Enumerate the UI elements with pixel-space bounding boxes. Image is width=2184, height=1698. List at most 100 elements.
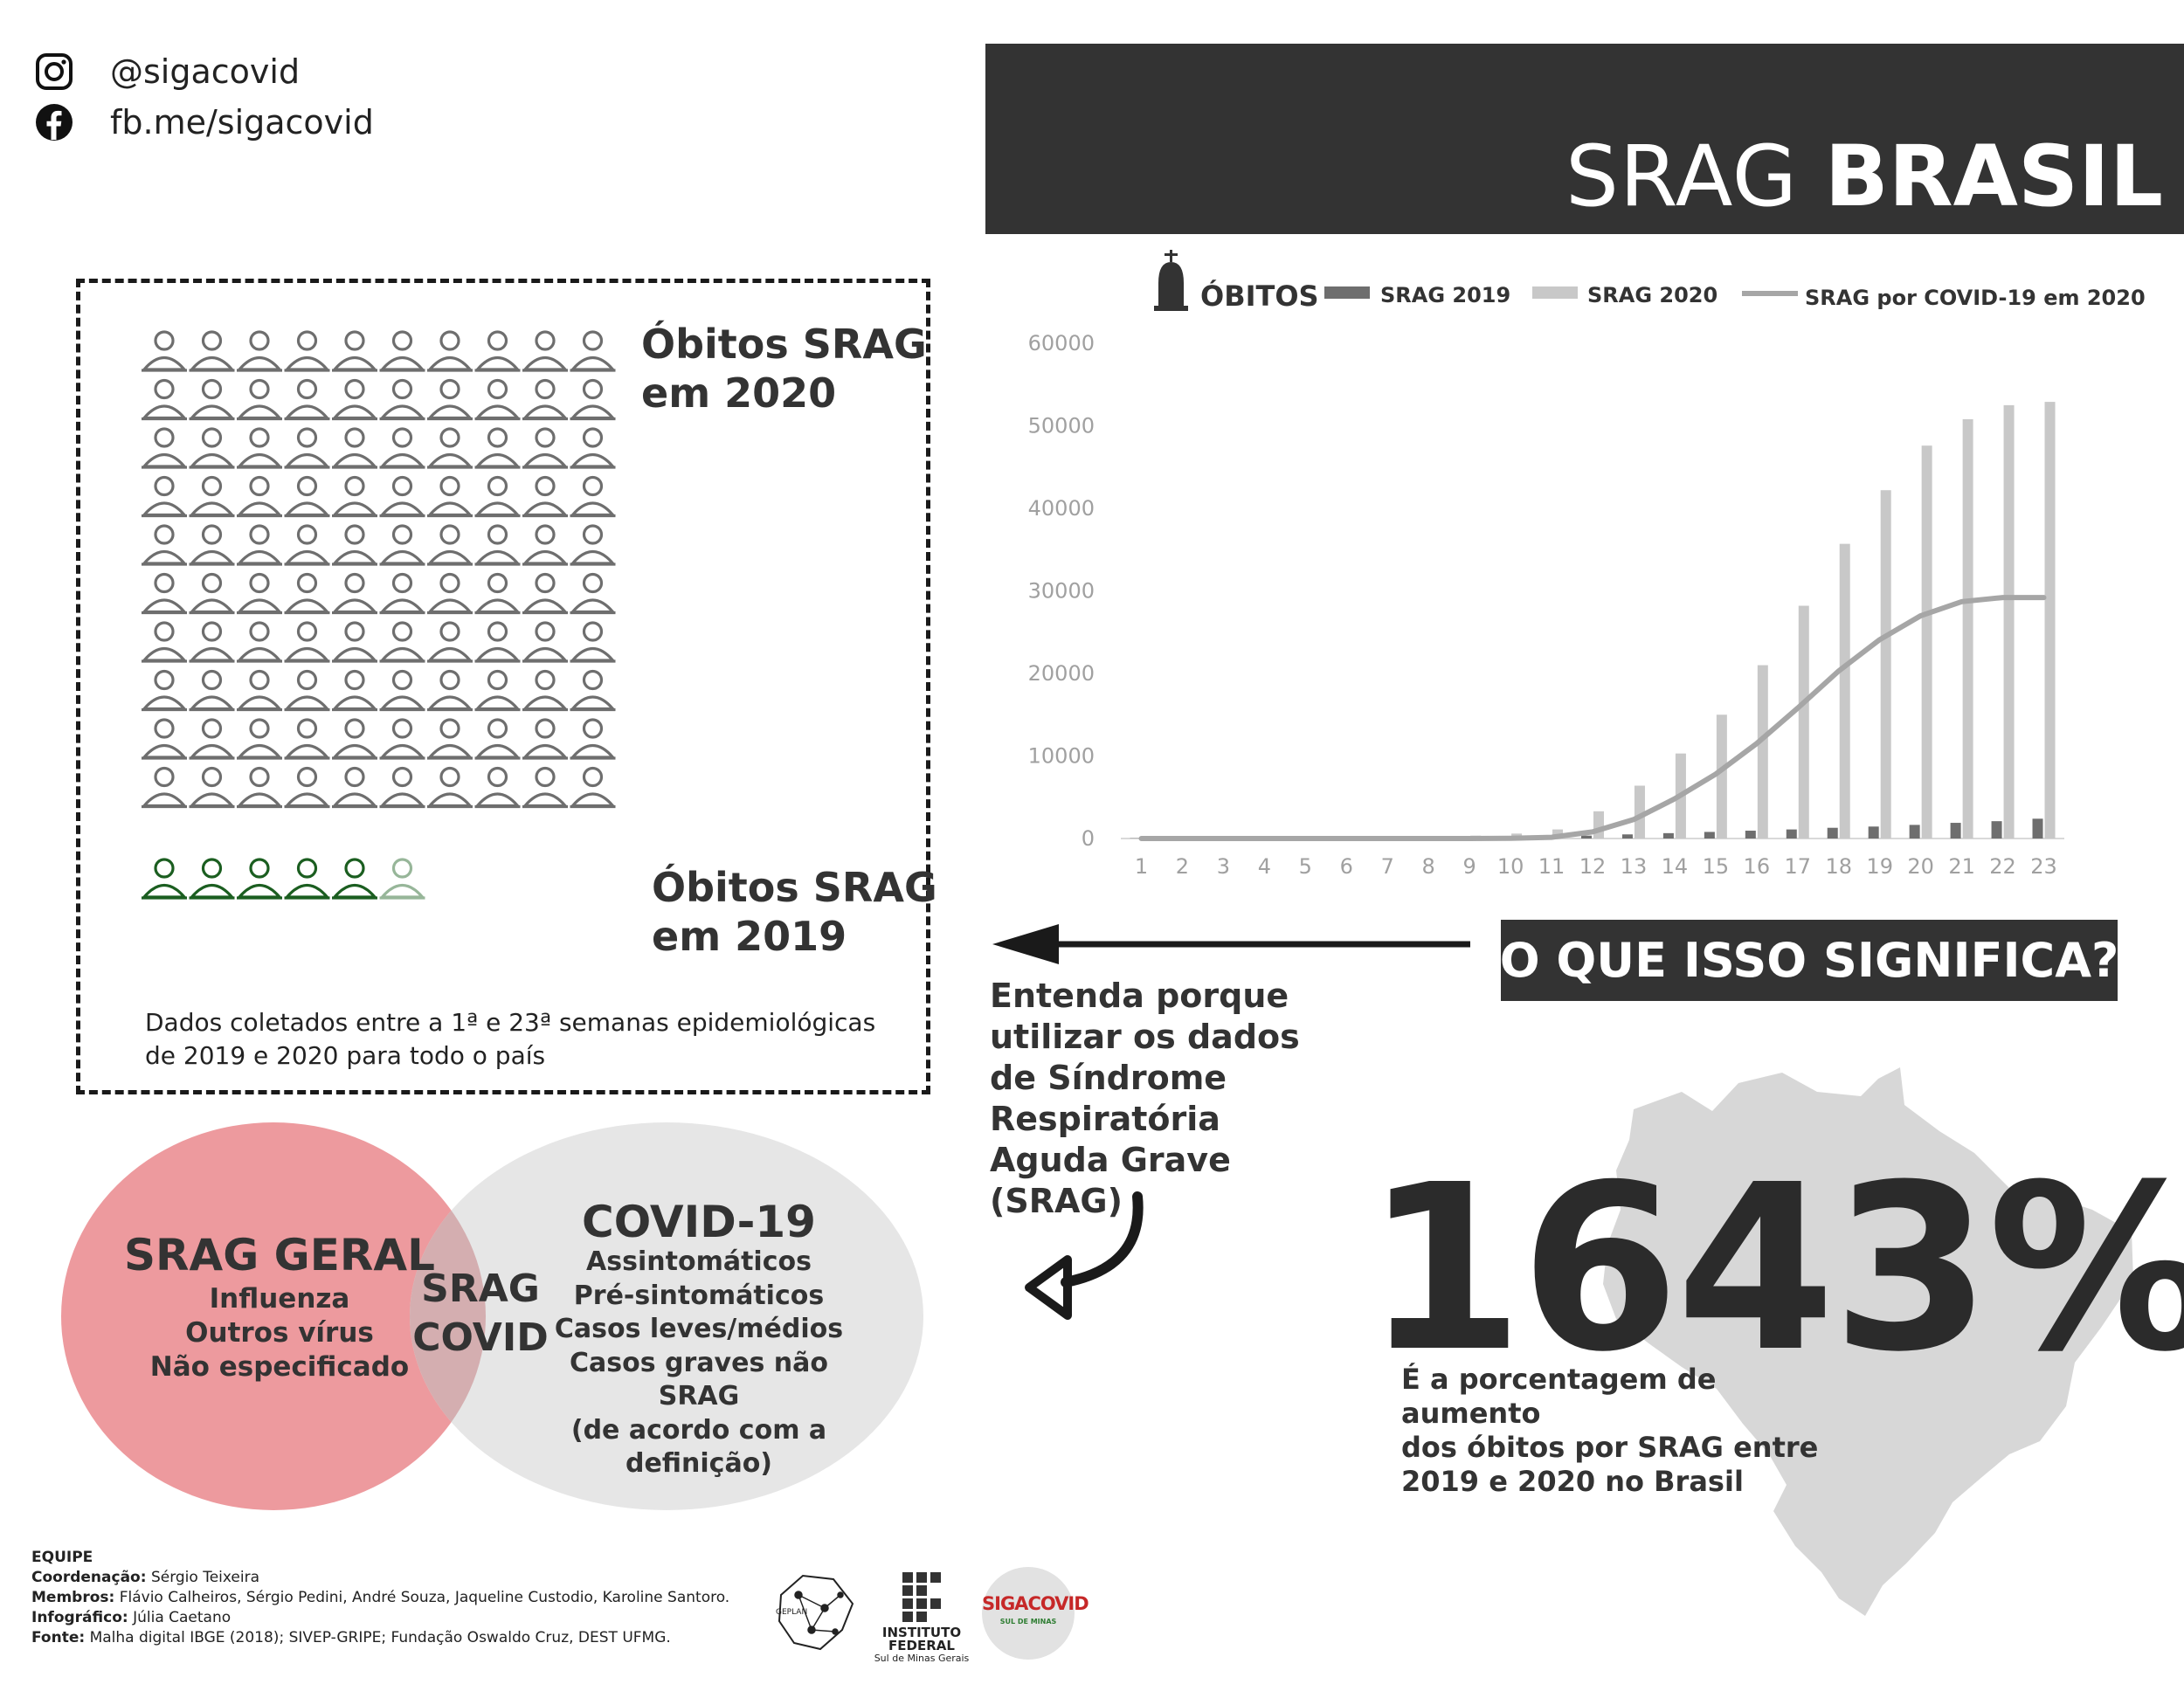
- sigacovid-logo: SIGACOVID SUL DE MINAS: [982, 1567, 1089, 1660]
- person-icon-2020: [570, 330, 616, 372]
- person-icon-2020: [284, 766, 330, 809]
- person-icon-2020: [284, 427, 330, 469]
- y-tick-label: 10000: [1028, 744, 1095, 769]
- person-icon-2020: [474, 427, 521, 469]
- bar-srag-2020: [1962, 418, 1973, 839]
- venn-middle-label: SRAG COVID: [412, 1267, 549, 1360]
- facebook-handle[interactable]: fb.me/sigacovid: [33, 101, 374, 143]
- line-srag-covid: [1138, 595, 2047, 841]
- x-tick-label: 13: [1621, 854, 1648, 879]
- person-icon-2020: [522, 524, 568, 566]
- person-icon-2020: [570, 475, 616, 518]
- person-icon-2020: [427, 475, 473, 518]
- person-icon-2020: [570, 572, 616, 615]
- venn-right-items: Assintomáticos Pré-sintomáticos Casos le…: [554, 1246, 844, 1479]
- person-icon-2020: [189, 621, 235, 663]
- person-icon-2020: [189, 378, 235, 421]
- x-tick-label: 9: [1462, 854, 1476, 879]
- x-tick-label: 1: [1135, 854, 1148, 879]
- x-tick-label: 15: [1703, 854, 1730, 879]
- person-icon-2020: [474, 718, 521, 760]
- person-icon-2020: [522, 718, 568, 760]
- person-icon-2020: [189, 475, 235, 518]
- facebook-label: fb.me/sigacovid: [110, 103, 374, 142]
- person-icon-2020: [237, 621, 282, 663]
- person-icon-2020: [284, 378, 330, 421]
- person-icon-2020: [522, 330, 568, 372]
- person-icon-2020: [284, 475, 330, 518]
- y-tick-label: 50000: [1028, 414, 1095, 438]
- person-icon-2020: [284, 669, 330, 712]
- x-tick-label: 2: [1176, 854, 1189, 879]
- x-tick-label: 6: [1340, 854, 1353, 879]
- person-icon-2020: [237, 378, 282, 421]
- person-icon-2020: [237, 475, 282, 518]
- chart-legend: ÓBITOS SRAG 2019 SRAG 2020 SRAG por COVI…: [1154, 250, 2146, 313]
- y-tick-label: 40000: [1028, 496, 1095, 521]
- bar-srag-2019: [1704, 832, 1715, 839]
- person-icon-2020: [570, 524, 616, 566]
- person-icon-2020: [189, 766, 235, 809]
- x-tick-label: 3: [1217, 854, 1230, 879]
- question-banner: O QUE ISSO SIGNIFICA?: [1500, 920, 2118, 1001]
- person-icon-2020: [474, 524, 521, 566]
- legend-srag-2020: SRAG 2020: [1587, 283, 1717, 307]
- person-icon-2020: [332, 621, 377, 663]
- y-tick-label: 20000: [1028, 661, 1095, 686]
- person-icon-2020: [189, 330, 235, 372]
- bar-srag-2020: [1757, 665, 1768, 839]
- person-icon-2020: [522, 378, 568, 421]
- bar-srag-2019: [1581, 835, 1592, 839]
- bar-srag-2020: [1798, 605, 1809, 839]
- person-icon-2020: [237, 427, 282, 469]
- geplan-logo: GEPLAN: [776, 1574, 854, 1651]
- person-icon-2020: [570, 378, 616, 421]
- legend-obitos: ÓBITOS: [1200, 279, 1319, 313]
- person-icon-2020: [332, 572, 377, 615]
- header-banner: SRAG BRASIL: [985, 44, 2184, 234]
- person-icon-2020: [379, 427, 425, 469]
- person-icon-2020: [379, 621, 425, 663]
- label-deaths-2020: Óbitos SRAG em 2020: [641, 321, 927, 417]
- tombstone-icon: [1154, 250, 1188, 311]
- person-icon-2020: [142, 766, 187, 809]
- bar-srag-2020: [1880, 490, 1891, 839]
- bar-srag-2019: [1909, 825, 1920, 839]
- person-icon-2020: [474, 378, 521, 421]
- x-tick-label: 4: [1258, 854, 1271, 879]
- person-icon-2020: [189, 572, 235, 615]
- person-icon-2020: [379, 669, 425, 712]
- bar-srag-2019: [1868, 826, 1879, 839]
- page-title: SRAG BRASIL: [1565, 128, 2163, 225]
- person-icon-2020: [522, 427, 568, 469]
- person-icon-2020: [474, 330, 521, 372]
- bar-srag-2020: [2003, 404, 2015, 839]
- person-icon-2020: [427, 766, 473, 809]
- person-icon-2020: [332, 524, 377, 566]
- x-tick-label: 20: [1907, 854, 1934, 879]
- person-icon-2020: [142, 718, 187, 760]
- person-icon-2020: [379, 475, 425, 518]
- person-icon-2020: [189, 669, 235, 712]
- label-deaths-2019: Óbitos SRAG em 2019: [652, 864, 937, 960]
- venn-left-items: Influenza Outros vírus Não especificado: [149, 1283, 410, 1383]
- x-tick-label: 14: [1662, 854, 1689, 879]
- bar-srag-2020: [1634, 785, 1645, 839]
- person-icon-2020: [427, 378, 473, 421]
- data-note: Dados coletados entre a 1ª e 23ª semanas…: [145, 1008, 876, 1070]
- x-tick-label: 7: [1381, 854, 1394, 879]
- person-icon-2019: [284, 858, 330, 900]
- person-icon-2020: [332, 766, 377, 809]
- instagram-handle[interactable]: @sigacovid: [33, 51, 300, 93]
- person-icon-2020: [570, 621, 616, 663]
- person-icon-2020: [379, 330, 425, 372]
- person-icon-2020: [522, 572, 568, 615]
- left-arrow-icon: [992, 924, 1470, 964]
- x-tick-label: 10: [1497, 854, 1524, 879]
- person-icon-2020: [284, 621, 330, 663]
- person-icon-2020: [332, 330, 377, 372]
- x-tick-label: 19: [1866, 854, 1893, 879]
- person-icon-2019: [142, 858, 187, 900]
- person-icon-2020: [142, 524, 187, 566]
